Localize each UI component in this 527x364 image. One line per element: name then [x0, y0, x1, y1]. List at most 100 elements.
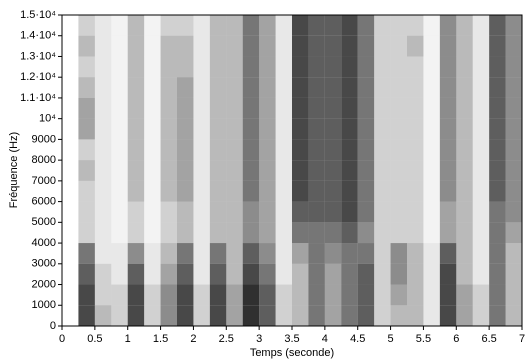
cell — [259, 243, 276, 264]
cell — [111, 15, 128, 36]
cell — [341, 284, 358, 306]
cell — [456, 284, 473, 306]
cell — [144, 35, 161, 57]
cell — [209, 305, 227, 326]
cell — [111, 139, 128, 161]
cell — [242, 139, 260, 161]
cell — [144, 118, 161, 140]
cell — [242, 118, 260, 140]
cell — [193, 160, 210, 181]
cell — [78, 139, 95, 161]
cell — [177, 77, 194, 98]
cell — [275, 243, 292, 264]
cell — [78, 201, 95, 223]
cell — [324, 160, 342, 181]
cell — [144, 180, 161, 202]
cell — [357, 305, 375, 326]
cell — [407, 15, 424, 36]
cell — [292, 15, 309, 36]
cell — [177, 118, 194, 140]
cell — [390, 263, 407, 285]
cell — [94, 180, 112, 202]
cell — [62, 77, 78, 98]
cell — [259, 201, 276, 223]
cell — [94, 222, 112, 244]
cell — [62, 181, 78, 202]
cell — [127, 160, 145, 181]
cell — [324, 305, 342, 326]
cell — [111, 56, 128, 78]
cell — [62, 139, 78, 160]
cell — [127, 284, 145, 306]
cell — [144, 305, 161, 326]
cell — [292, 139, 309, 161]
cell — [259, 305, 276, 326]
cell — [160, 35, 177, 57]
cell — [407, 97, 424, 119]
x-tick-label: 3.5 — [284, 333, 299, 345]
cell — [160, 118, 177, 140]
cell — [374, 35, 391, 57]
cell — [209, 222, 227, 244]
cell — [505, 305, 522, 326]
cell — [292, 222, 309, 244]
cell — [374, 263, 391, 285]
cell — [357, 56, 375, 78]
cell — [472, 284, 490, 306]
cell — [423, 118, 440, 140]
cell — [62, 98, 78, 119]
cell — [193, 284, 210, 306]
cell — [308, 97, 325, 119]
cell — [374, 139, 391, 161]
cell — [357, 263, 375, 285]
cell — [193, 201, 210, 223]
cell — [177, 180, 194, 202]
cell — [489, 15, 506, 36]
x-axis-label: Temps (seconde) — [250, 347, 334, 359]
cell — [62, 305, 78, 326]
cell — [292, 118, 309, 140]
cell — [177, 15, 194, 36]
cell — [324, 222, 342, 244]
cell — [407, 284, 424, 306]
cell — [78, 305, 95, 326]
cell — [94, 118, 112, 140]
cell — [144, 263, 161, 285]
cell — [193, 56, 210, 78]
cell — [78, 222, 95, 244]
cell — [62, 119, 78, 140]
cell — [259, 77, 276, 98]
cell — [127, 243, 145, 264]
cell — [94, 201, 112, 223]
cell — [78, 180, 95, 202]
cell — [308, 15, 325, 36]
cell — [209, 160, 227, 181]
cell — [292, 35, 309, 57]
cell — [439, 77, 457, 98]
cell — [259, 97, 276, 119]
x-tick-label: 5 — [388, 333, 394, 345]
cell — [209, 263, 227, 285]
cell — [242, 160, 260, 181]
cell — [242, 305, 260, 326]
cell — [472, 77, 490, 98]
cell — [259, 160, 276, 181]
cell — [308, 284, 325, 306]
cell — [259, 284, 276, 306]
x-tick-label: 7 — [519, 333, 525, 345]
cell — [390, 139, 407, 161]
cell — [242, 201, 260, 223]
cell — [275, 263, 292, 285]
y-tick-label: 1.1·10⁴ — [20, 92, 56, 104]
cell — [292, 77, 309, 98]
cell — [111, 222, 128, 244]
cell — [489, 77, 506, 98]
cell — [111, 180, 128, 202]
cell — [111, 97, 128, 119]
cell — [324, 35, 342, 57]
cell — [78, 77, 95, 98]
cell — [489, 284, 506, 306]
cell — [111, 243, 128, 264]
cell — [177, 201, 194, 223]
cell — [439, 97, 457, 119]
